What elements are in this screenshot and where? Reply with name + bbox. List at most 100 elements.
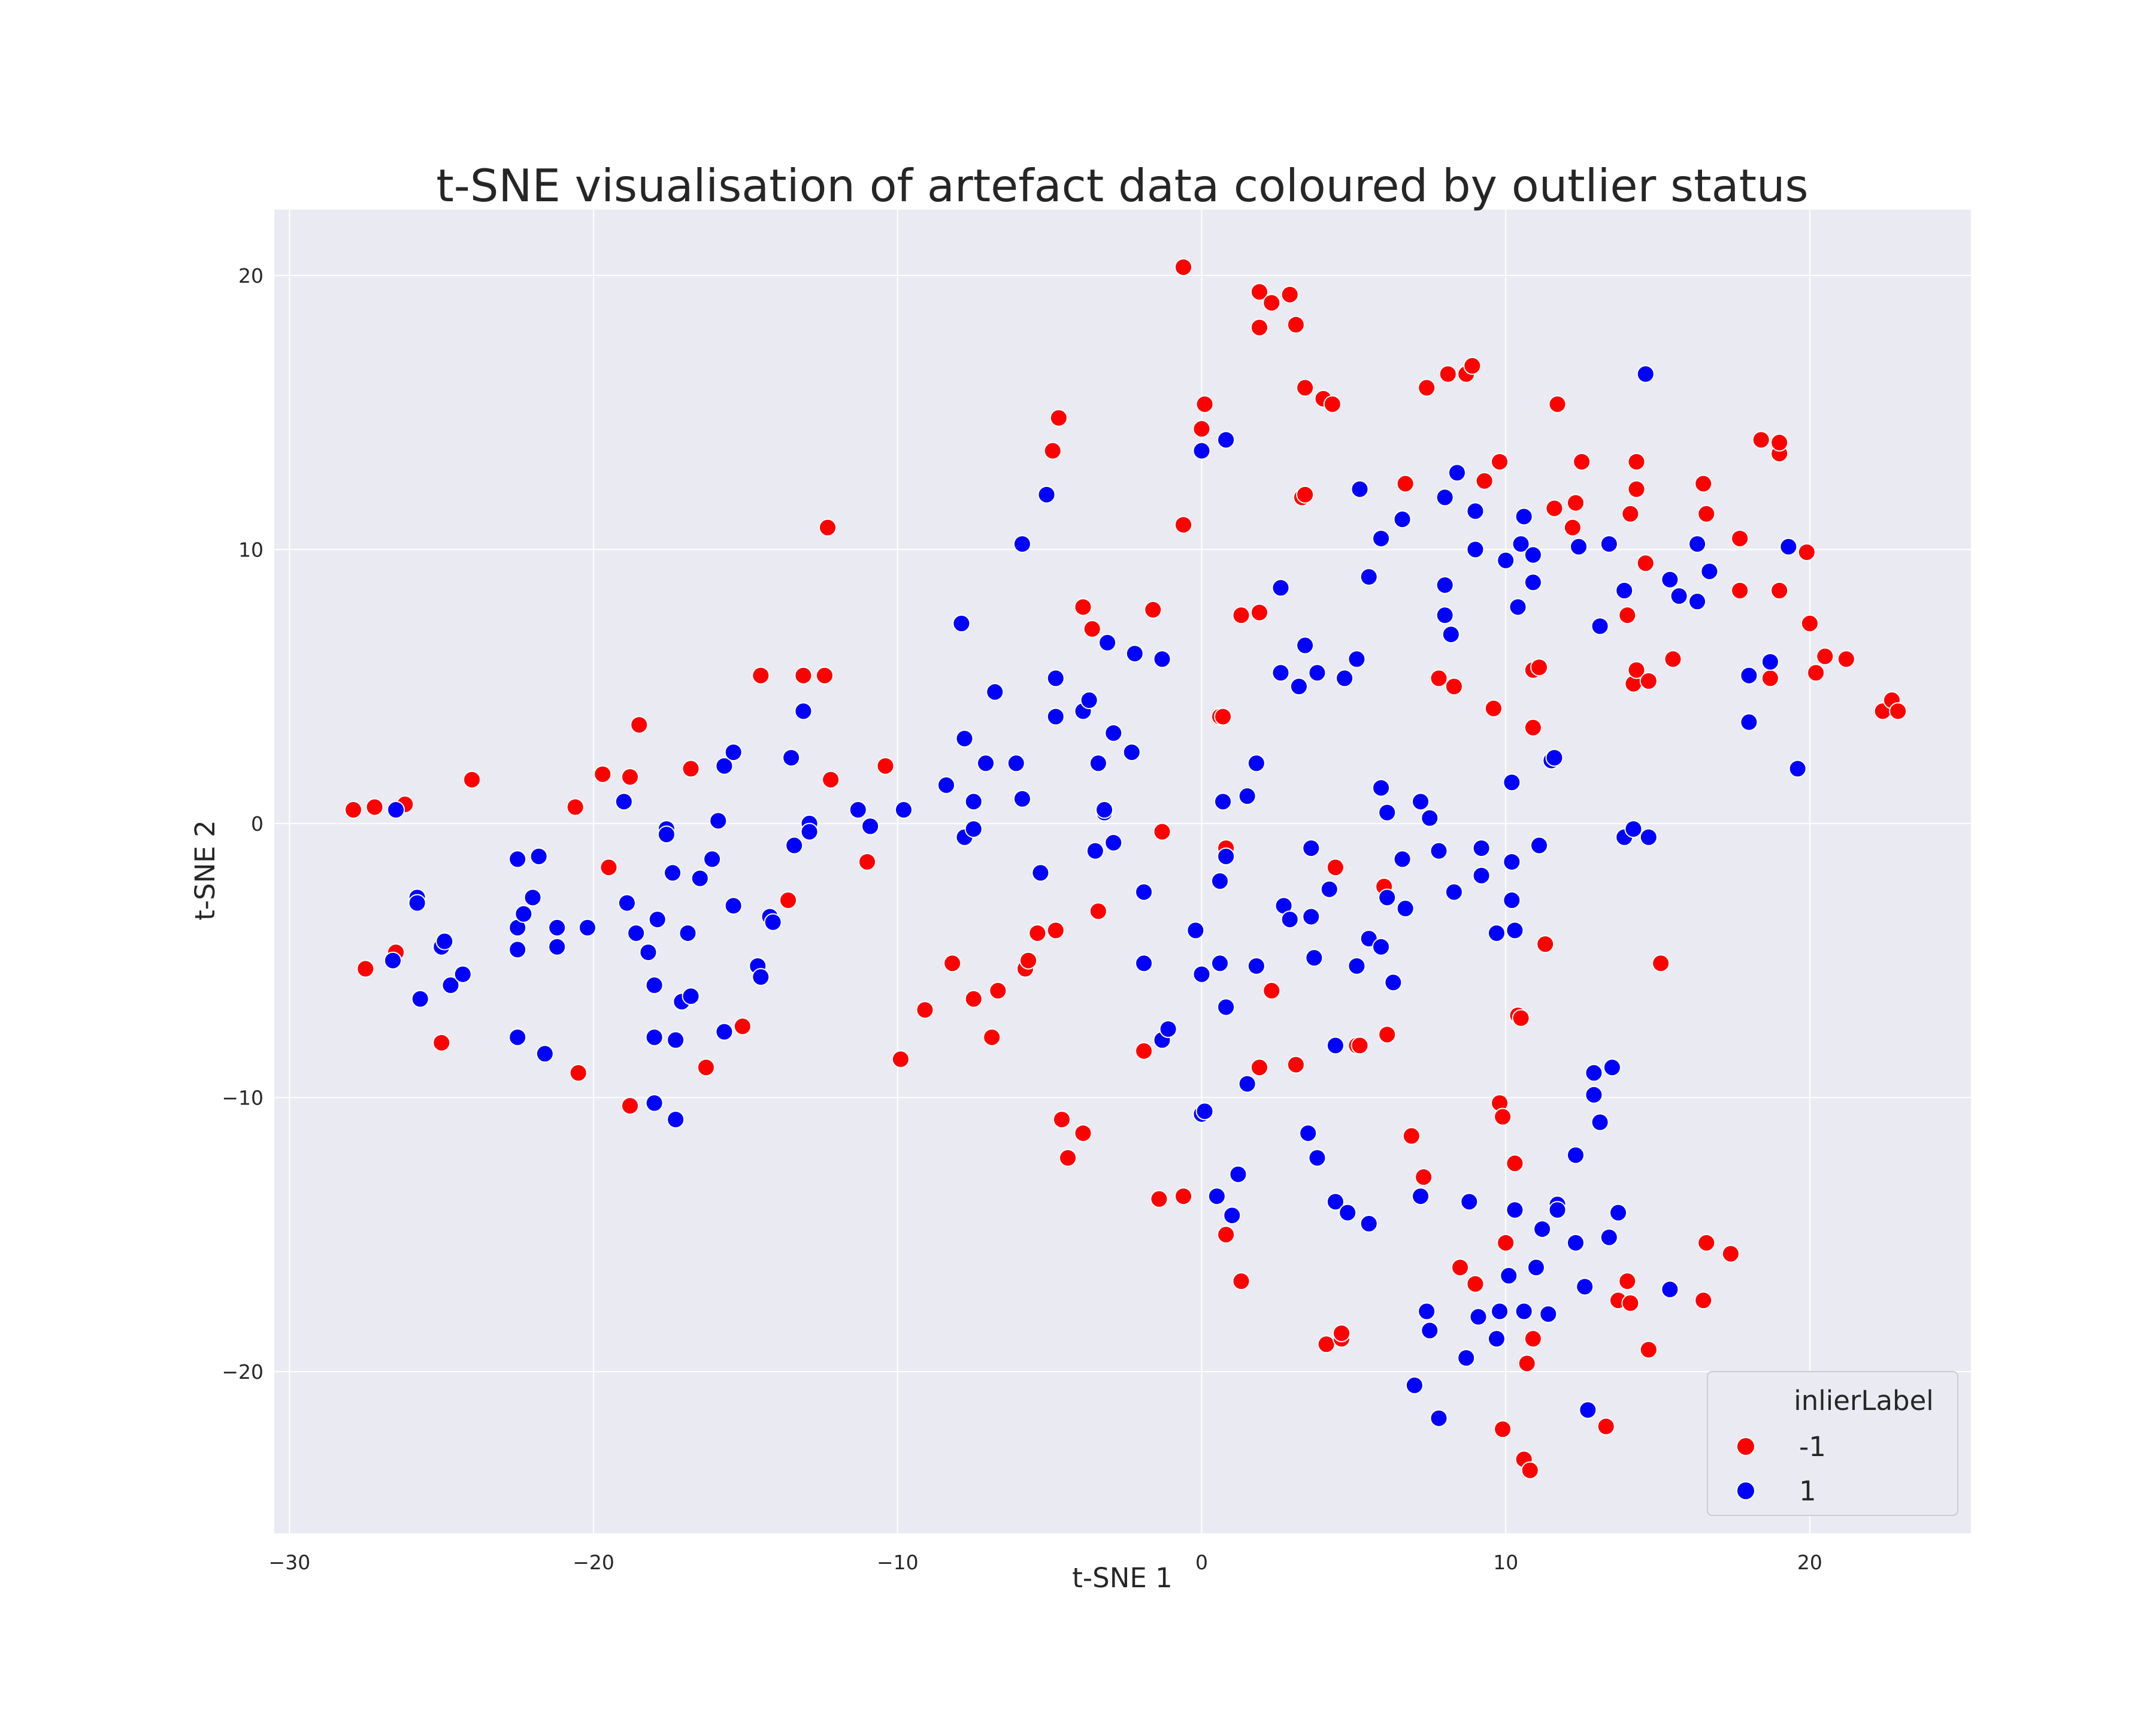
data-point-inlier [1533, 1220, 1552, 1239]
data-point-outlier [1889, 702, 1907, 721]
data-point-outlier [779, 891, 798, 910]
data-point-inlier [1472, 839, 1491, 858]
data-point-outlier [344, 801, 363, 819]
data-point-outlier [1721, 1245, 1740, 1263]
data-point-inlier [1585, 1064, 1603, 1082]
data-point-inlier [752, 968, 770, 986]
data-point-outlier [1195, 395, 1214, 413]
data-point-inlier [411, 989, 429, 1008]
data-point-inlier [715, 1022, 734, 1041]
data-point-outlier [1697, 1233, 1716, 1252]
data-point-inlier [1095, 801, 1114, 819]
data-point-inlier [1503, 891, 1521, 910]
x-axis-label: t-SNE 1 [1072, 1562, 1172, 1594]
data-point-inlier [1609, 1203, 1628, 1222]
data-point-inlier [1247, 957, 1265, 975]
data-point-outlier [1627, 480, 1646, 498]
data-point-inlier [1192, 441, 1211, 460]
data-point-inlier [703, 850, 722, 868]
data-point-outlier [1573, 452, 1591, 471]
data-point-outlier [794, 666, 813, 685]
data-point-outlier [1664, 650, 1682, 668]
data-point-outlier [1250, 603, 1268, 622]
data-point-inlier [952, 614, 971, 632]
data-point-inlier [1359, 568, 1378, 586]
x-tick-label: 20 [1797, 1551, 1822, 1574]
data-point-inlier [614, 792, 633, 811]
data-point-outlier [1333, 1324, 1351, 1342]
data-point-inlier [709, 812, 728, 830]
data-point-inlier [1688, 592, 1707, 611]
data-point-inlier [1135, 954, 1153, 973]
data-point-inlier [1570, 537, 1588, 556]
y-tick-label: −10 [222, 1086, 264, 1109]
data-point-inlier [1788, 759, 1807, 778]
data-point-outlier [1770, 433, 1789, 452]
data-point-inlier [1339, 1203, 1357, 1222]
data-point-inlier [1326, 1193, 1345, 1211]
data-point-outlier [1563, 518, 1582, 537]
data-point-inlier [1214, 792, 1233, 811]
data-point-inlier [508, 1028, 527, 1046]
data-point-inlier [964, 792, 983, 811]
data-point-inlier [1299, 1124, 1318, 1142]
data-point-inlier [453, 965, 472, 983]
data-point-inlier [387, 801, 405, 819]
data-point-inlier [1524, 546, 1542, 564]
data-point-outlier [1694, 1291, 1713, 1310]
data-point-outlier [599, 858, 618, 877]
x-tick-label: −20 [573, 1551, 614, 1574]
data-point-inlier [1487, 924, 1506, 942]
data-point-outlier [1636, 554, 1655, 573]
data-point-inlier [1089, 754, 1107, 773]
data-point-inlier [645, 1094, 664, 1112]
legend-marker-inlier [1736, 1481, 1755, 1500]
data-point-inlier [1600, 1228, 1618, 1246]
data-point-outlier [365, 798, 384, 816]
data-point-inlier [1779, 537, 1798, 556]
data-point-inlier [691, 869, 709, 888]
data-point-outlier [1816, 647, 1834, 665]
data-point-inlier [548, 937, 567, 956]
data-point-inlier [1007, 754, 1025, 773]
data-point-inlier [514, 904, 533, 923]
data-point-outlier [1089, 902, 1107, 921]
data-point-inlier [1530, 836, 1549, 855]
data-point-inlier [548, 918, 567, 937]
data-point-inlier [1624, 820, 1643, 839]
data-point-outlier [1430, 669, 1448, 688]
data-point-outlier [1059, 1149, 1077, 1167]
data-point-outlier [1402, 1127, 1421, 1145]
data-point-outlier [1800, 614, 1819, 632]
data-point-outlier [1451, 1258, 1470, 1277]
data-point-inlier [1280, 910, 1299, 929]
x-tick-label: 10 [1493, 1551, 1518, 1574]
data-point-inlier [1548, 1201, 1567, 1219]
data-point-outlier [1548, 395, 1567, 413]
data-point-inlier [1500, 1266, 1518, 1285]
data-point-inlier [1217, 431, 1236, 449]
data-point-inlier [535, 1045, 554, 1063]
data-point-outlier [1621, 504, 1640, 523]
data-point-inlier [1460, 1193, 1479, 1211]
data-point-inlier [1491, 1302, 1509, 1321]
data-point-inlier [1512, 535, 1530, 553]
data-point-inlier [529, 847, 548, 865]
data-point-inlier [1506, 1201, 1524, 1219]
data-point-outlier [1597, 1417, 1615, 1436]
data-point-inlier [1436, 606, 1454, 625]
data-point-inlier [1466, 540, 1485, 559]
data-point-inlier [1296, 636, 1315, 655]
data-point-outlier [1323, 395, 1342, 413]
data-point-outlier [1150, 1190, 1168, 1208]
data-point-outlier [1192, 420, 1211, 438]
data-point-inlier [1378, 803, 1397, 822]
data-point-outlier [916, 1001, 934, 1019]
data-point-inlier [1670, 587, 1688, 606]
data-point-outlier [566, 798, 585, 816]
data-point-inlier [1661, 570, 1679, 589]
data-point-inlier [1217, 998, 1236, 1016]
data-point-inlier [1046, 707, 1065, 726]
data-point-inlier [1503, 773, 1521, 792]
data-point-inlier [794, 702, 813, 721]
